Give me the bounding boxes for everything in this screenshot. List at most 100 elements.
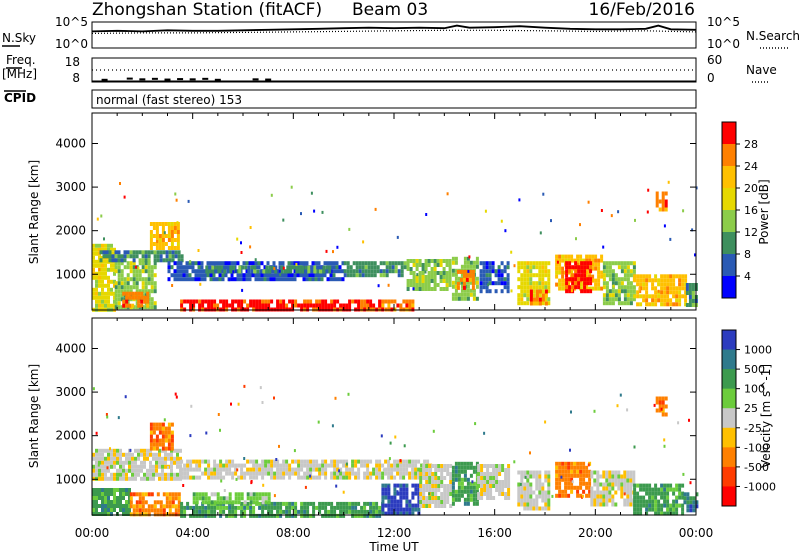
heatmap-cell — [497, 269, 501, 274]
heatmap-cell — [657, 278, 661, 283]
heatmap-cell — [574, 265, 578, 270]
heatmap-cell — [491, 261, 495, 266]
heatmap-cell — [632, 261, 636, 266]
heatmap-cell — [645, 298, 649, 303]
heatmap-cell — [433, 279, 437, 283]
heatmap-cell — [475, 461, 479, 466]
heatmap-cell — [147, 508, 151, 513]
heatmap-cell — [270, 505, 274, 510]
heatmap-cell — [125, 468, 128, 473]
heatmap-cell — [614, 277, 618, 282]
heatmap-cell — [170, 456, 173, 461]
heatmap-cell — [285, 459, 289, 464]
heatmap-cell — [479, 261, 483, 266]
heatmap-cell — [297, 509, 301, 514]
heatmap-cell — [629, 482, 633, 487]
heatmap-cell — [605, 474, 609, 479]
heatmap-cell — [173, 261, 177, 266]
heatmap-cell — [267, 463, 271, 468]
heatmap-cell — [128, 303, 132, 308]
heatmap-cell — [116, 476, 119, 481]
heatmap-cell — [666, 290, 670, 295]
heatmap-cell — [608, 494, 612, 499]
heatmap-cell — [399, 491, 403, 496]
heatmap-cell — [351, 513, 355, 518]
heatmap-cell — [475, 260, 479, 265]
heatmap-cell — [104, 472, 107, 477]
heatmap-cell — [434, 480, 438, 484]
heatmap-cell — [503, 281, 507, 286]
heatmap-cell — [439, 275, 443, 279]
heatmap-cell — [135, 250, 139, 255]
heatmap-speckle — [119, 182, 121, 185]
heatmap-cell — [173, 246, 177, 250]
heatmap-cell — [177, 258, 181, 263]
heatmap-cell — [387, 503, 391, 508]
heatmap-cell — [238, 265, 242, 270]
heatmap-cell — [192, 475, 196, 480]
heatmap-speckle — [129, 448, 132, 452]
heatmap-cell — [213, 513, 217, 518]
heatmap-cell — [651, 499, 655, 504]
heatmap-cell — [264, 467, 268, 472]
heatmap-cell — [252, 509, 256, 514]
heatmap-speckle — [282, 218, 285, 222]
heatmap-cell — [162, 504, 166, 509]
heatmap-cell — [678, 483, 682, 488]
heatmap-cell — [216, 467, 220, 472]
heatmap-cell — [475, 284, 479, 289]
heatmap-cell — [564, 489, 568, 494]
heatmap-cell — [387, 491, 391, 496]
heatmap-cell — [664, 191, 668, 196]
heatmap-cell — [114, 285, 118, 290]
heatmap-cell — [153, 508, 157, 513]
heatmap-cell — [294, 505, 298, 510]
heatmap-cell — [585, 481, 589, 486]
heatmap-cell — [688, 295, 692, 299]
heatmap-cell — [611, 498, 615, 503]
heatmap-cell — [197, 265, 201, 270]
heatmap-cell — [658, 199, 662, 204]
heatmap-cell — [201, 471, 205, 476]
heatmap-cell — [249, 303, 253, 308]
heatmap-cell — [126, 265, 130, 270]
heatmap-speckle — [205, 431, 208, 435]
heatmap-cell — [661, 195, 665, 200]
heatmap-cell — [648, 495, 652, 500]
heatmap-cell — [475, 296, 479, 301]
heatmap-cell — [489, 492, 493, 496]
heatmap-cell — [135, 508, 139, 513]
heatmap-cell — [399, 483, 403, 488]
heatmap-cell — [541, 289, 545, 294]
heatmap-cell — [104, 492, 107, 496]
heatmap-cell — [107, 295, 110, 300]
heatmap-cell — [611, 478, 615, 483]
heatmap-cell — [122, 452, 125, 457]
heatmap-cell — [107, 287, 110, 292]
heatmap-cell — [585, 473, 589, 478]
heatmap-cell — [501, 492, 505, 496]
heatmap-cell — [384, 487, 388, 492]
heatmap-cell — [529, 285, 533, 290]
heatmap-cell — [593, 490, 597, 495]
heatmap-cell — [152, 468, 155, 473]
heatmap-cell — [363, 475, 367, 480]
heatmap-cell — [110, 287, 113, 292]
heatmap-cell — [678, 491, 682, 496]
heatmap-cell — [101, 504, 104, 508]
heatmap-cell — [110, 263, 113, 268]
heatmap-cell — [583, 289, 587, 294]
heatmap-cell — [132, 265, 136, 270]
heatmap-cell — [180, 254, 184, 259]
heatmap-cell — [131, 291, 135, 296]
heatmap-cell — [689, 500, 693, 505]
heatmap-cell — [485, 289, 489, 294]
heatmap-cell — [406, 287, 410, 291]
heatmap-cell — [153, 261, 157, 266]
heatmap-speckle — [317, 420, 320, 424]
heatmap-cell — [203, 273, 207, 278]
heatmap-cell — [149, 238, 153, 242]
heatmap-cell — [150, 508, 154, 513]
heatmap-cell — [503, 277, 507, 282]
heatmap-cell — [180, 501, 184, 506]
